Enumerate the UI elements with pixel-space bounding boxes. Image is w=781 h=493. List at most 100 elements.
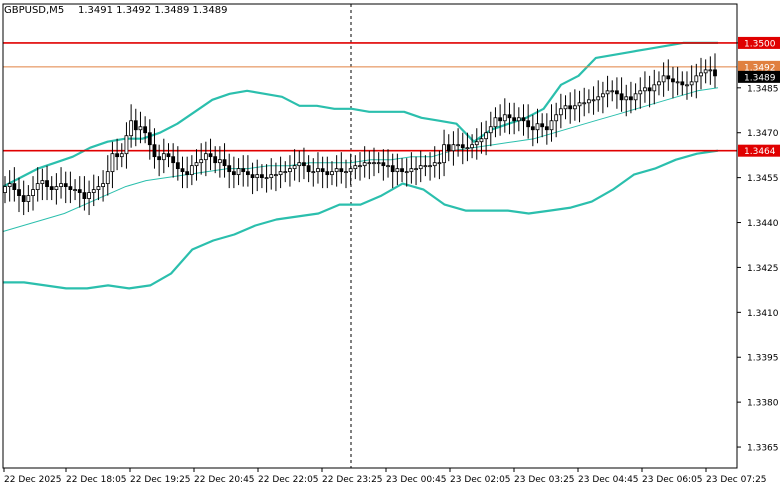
candle-body: [526, 120, 531, 128]
level-tag-upper: 1.3500: [744, 39, 776, 49]
candle: [115, 138, 120, 171]
candle: [493, 107, 498, 138]
candle-body: [348, 168, 353, 173]
last-price-tag-bg: [738, 70, 780, 83]
x-tick-label: 23 Dec 02:05: [450, 475, 511, 485]
candle-body: [264, 177, 269, 180]
candle-body: [143, 126, 148, 134]
candle: [311, 158, 316, 187]
candle-body: [671, 78, 675, 83]
y-tick-label: 1.3365: [747, 444, 779, 454]
candle-body: [353, 165, 358, 170]
candle: [7, 170, 12, 202]
candle: [671, 66, 675, 99]
candle-body: [129, 120, 134, 137]
candle: [334, 155, 339, 187]
candle-body: [568, 105, 573, 110]
candle: [194, 149, 199, 181]
candle: [507, 102, 512, 135]
candle: [171, 143, 176, 178]
candle-body: [694, 75, 699, 83]
candle-body: [269, 174, 274, 179]
candle-body: [316, 168, 320, 173]
candle: [185, 156, 190, 189]
candle-body: [530, 126, 535, 131]
candle: [199, 143, 204, 175]
candle: [465, 132, 470, 162]
candle: [502, 98, 507, 133]
candle-body: [358, 165, 362, 168]
plot-area[interactable]: [2, 4, 737, 468]
candle-body: [540, 123, 545, 128]
candle-body: [292, 165, 297, 170]
candle-body: [21, 195, 26, 202]
candle-body: [344, 171, 348, 174]
candle-body: [647, 87, 652, 92]
candle: [348, 153, 353, 186]
candle-body: [386, 165, 390, 168]
candle-body: [152, 144, 157, 158]
candle: [610, 80, 615, 102]
candle-body: [320, 168, 325, 173]
candle: [675, 66, 680, 96]
candle-body: [666, 75, 671, 80]
candle: [101, 170, 105, 202]
candle: [460, 132, 465, 165]
bollinger-upper-band: [2, 41, 718, 188]
candle-body: [124, 135, 129, 155]
candle-body: [400, 168, 404, 173]
candle: [325, 156, 330, 189]
candle-body: [110, 153, 115, 173]
candle-body: [49, 186, 54, 190]
candle: [596, 80, 601, 112]
candle: [661, 62, 666, 97]
candle-body: [442, 144, 446, 164]
candle: [629, 81, 633, 114]
candle: [344, 159, 348, 189]
candle: [390, 153, 395, 189]
candle-body: [367, 162, 372, 165]
x-tick-label: 23 Dec 06:05: [642, 475, 703, 485]
x-tick-label: 22 Dec 2025: [4, 475, 62, 485]
candle-body: [59, 183, 63, 188]
candle: [367, 150, 372, 180]
candle: [577, 90, 582, 123]
candle-body: [54, 186, 59, 190]
candle-body: [629, 96, 633, 101]
candle: [49, 176, 54, 201]
candle: [582, 87, 587, 117]
x-tick-label: 23 Dec 00:45: [386, 475, 447, 485]
candle: [35, 167, 40, 202]
candle-body: [512, 117, 517, 122]
candle-body: [171, 156, 176, 164]
candle: [339, 152, 344, 184]
candle-body: [395, 168, 400, 173]
candle: [180, 156, 185, 189]
x-tick-label: 22 Dec 18:05: [66, 475, 127, 485]
candle: [250, 162, 255, 195]
level-tag-lower-bg: [738, 144, 780, 157]
candle-body: [484, 132, 489, 140]
candle-body: [231, 171, 236, 176]
candle: [157, 144, 162, 177]
candle: [306, 155, 311, 183]
candle: [488, 111, 493, 147]
candle: [512, 102, 517, 135]
candle: [381, 149, 386, 181]
candle: [540, 113, 545, 138]
candle-body: [685, 84, 689, 87]
candle: [264, 164, 269, 193]
candle-body: [236, 168, 241, 176]
candle: [269, 158, 274, 190]
candle-body: [586, 99, 591, 104]
axes: 1.3500 1.3485 1.3470 1.3455 1.3440 1.3425 1.34…: [2, 3, 779, 485]
candle: [175, 146, 180, 181]
candle-body: [675, 81, 680, 84]
candle-body: [652, 84, 657, 92]
candle-body: [208, 153, 213, 158]
candle-body: [325, 171, 330, 176]
candle-body: [563, 105, 568, 110]
